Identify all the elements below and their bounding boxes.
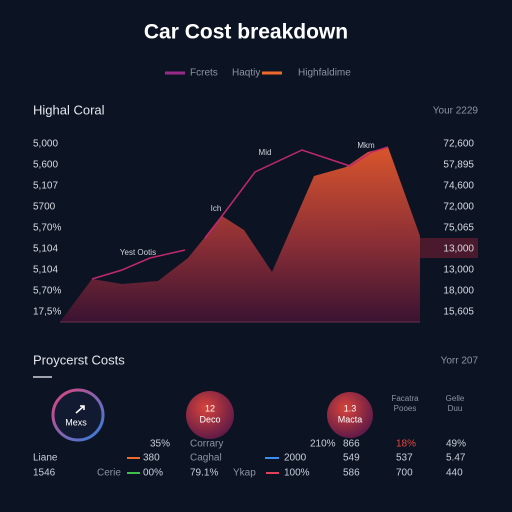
kpi-label: Macta	[338, 414, 363, 424]
cell: 100%	[284, 468, 310, 479]
annotation: Ich	[211, 204, 222, 213]
y2-axis-label: 74,600	[443, 181, 474, 192]
legend-label: Fcrets	[190, 68, 218, 79]
highlight-row	[420, 238, 478, 258]
cell: Caghal	[190, 453, 222, 464]
cell: Ykap	[233, 468, 256, 479]
arrow-icon	[75, 405, 85, 414]
y-axis-label: 5,104	[33, 265, 58, 276]
cell: 35%	[150, 439, 170, 450]
cell: 700	[396, 468, 413, 479]
y2-axis-label: 13,000	[443, 244, 474, 255]
cell: 2000	[284, 453, 307, 464]
annotation: Mkm	[357, 141, 375, 150]
cell: 380	[143, 453, 160, 464]
cell: 18%	[396, 439, 416, 450]
y-axis-label: 5,70%	[33, 223, 61, 234]
title: Car Cost breakdown	[144, 21, 348, 44]
cell: 00%	[143, 468, 163, 479]
cell: 5.47	[446, 453, 466, 464]
annotation: Yest Ootis	[120, 248, 156, 257]
kpi-value: 12	[205, 403, 215, 413]
y2-axis-label: 18,000	[443, 286, 474, 297]
y-axis-label: 5,70%	[33, 286, 61, 297]
line	[91, 146, 389, 280]
cell: 210%	[310, 439, 336, 450]
column-header: Facatra	[391, 394, 419, 403]
area	[60, 147, 420, 322]
y-axis-label: 5,600	[33, 160, 58, 171]
cell: 586	[343, 468, 360, 479]
kpi-label: Mexs	[65, 417, 87, 427]
y2-axis-label: 75,065	[443, 223, 474, 234]
y-axis-label: 5,104	[33, 244, 58, 255]
cell: 549	[343, 453, 360, 464]
y-axis-label: 5,000	[33, 139, 58, 150]
legend-label: Haqtiy	[232, 68, 260, 79]
column-header: Duu	[448, 404, 463, 413]
cell: Cerie	[97, 468, 121, 479]
cell: 537	[396, 453, 413, 464]
cell: 79.1%	[190, 468, 218, 479]
y-axis-label: 17,5%	[33, 307, 61, 318]
kpi-circle	[51, 388, 105, 442]
kpi-circle	[186, 391, 234, 439]
cell: 866	[343, 439, 360, 450]
kpi-circle	[327, 392, 373, 438]
cell: Corrary	[190, 439, 223, 450]
kpi-value: 1.3	[344, 403, 357, 413]
y2-axis-label: 13,000	[443, 265, 474, 276]
column-header: Pooes	[394, 404, 417, 413]
section-title: Proycerst Costs	[33, 352, 125, 367]
cell: 440	[446, 468, 463, 479]
column-header: Gelle	[446, 394, 465, 403]
y2-axis-label: 57,895	[443, 160, 474, 171]
section-title: Highal Coral	[33, 102, 105, 117]
period: Yorr 207	[441, 356, 479, 367]
period: Your 2229	[433, 106, 479, 117]
annotation: Mid	[259, 148, 272, 157]
cell: 1546	[33, 468, 56, 479]
cell: Liane	[33, 453, 58, 464]
cell: 49%	[446, 439, 466, 450]
y2-axis-label: 15,605	[443, 307, 474, 318]
y-axis-label: 5700	[33, 202, 56, 213]
legend-label: Highfaldime	[298, 68, 351, 79]
y-axis-label: 5,107	[33, 181, 58, 192]
kpi-label: Deco	[199, 414, 220, 424]
y2-axis-label: 72,000	[443, 202, 474, 213]
y2-axis-label: 72,600	[443, 139, 474, 150]
